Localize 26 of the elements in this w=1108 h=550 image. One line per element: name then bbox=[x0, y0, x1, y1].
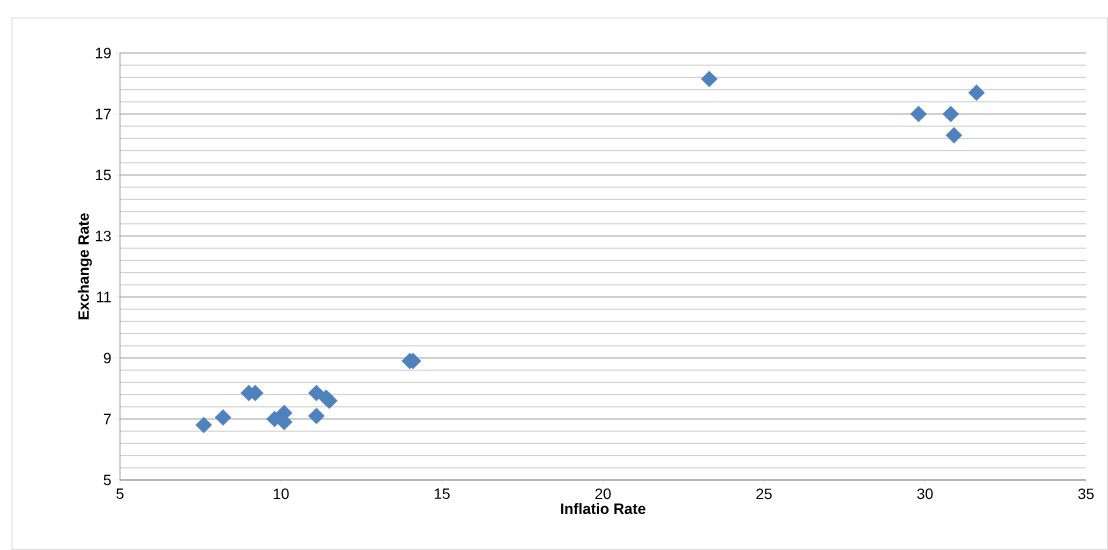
point bbox=[945, 127, 963, 144]
point bbox=[214, 409, 232, 426]
y-tick-label: 19 bbox=[95, 47, 111, 59]
x-axis-title: Inflatio Rate bbox=[561, 503, 646, 515]
y-tick-label: 13 bbox=[95, 230, 111, 242]
y-tick-label: 15 bbox=[95, 169, 111, 181]
point bbox=[910, 105, 927, 123]
x-tick-label: 15 bbox=[434, 488, 450, 499]
point bbox=[968, 84, 985, 101]
point bbox=[195, 416, 213, 434]
point bbox=[308, 407, 325, 425]
y-tick-label: 7 bbox=[103, 413, 111, 425]
x-tick-label: 35 bbox=[1078, 488, 1094, 500]
x-tick-label: 25 bbox=[756, 488, 772, 500]
y-tick-label: 9 bbox=[103, 352, 111, 364]
point bbox=[942, 105, 960, 123]
x-tick-label: 20 bbox=[595, 488, 611, 500]
x-tick-label: 5 bbox=[116, 488, 124, 499]
point bbox=[700, 70, 718, 88]
x-tick-label: 10 bbox=[273, 488, 289, 500]
y-tick-label: 11 bbox=[97, 291, 111, 303]
y-axis-title: Exchange Rate bbox=[77, 213, 92, 320]
y-tick-label: 17 bbox=[95, 108, 111, 120]
point bbox=[321, 392, 338, 409]
x-tick-label: 30 bbox=[917, 488, 933, 500]
y-tick-label: 5 bbox=[103, 474, 111, 486]
